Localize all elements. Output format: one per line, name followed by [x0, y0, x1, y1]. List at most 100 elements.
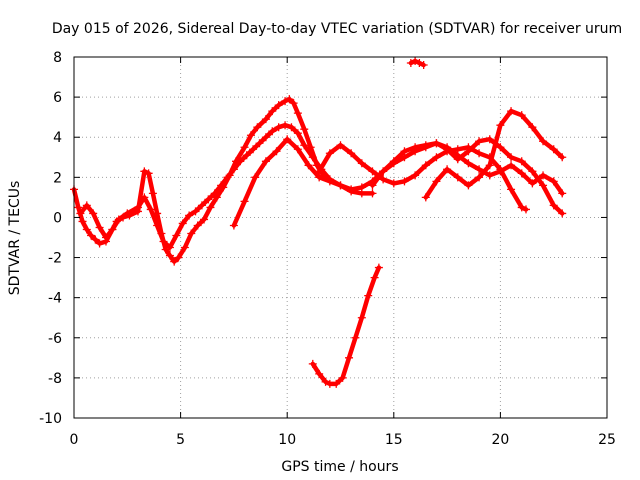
data-point-marker: [507, 107, 516, 116]
data-point-marker: [347, 149, 356, 158]
x-tick-label: 15: [385, 432, 403, 448]
y-tick-label: 6: [53, 90, 62, 106]
data-point-marker: [300, 125, 309, 134]
data-point-marker: [357, 313, 366, 322]
data-point-marker: [187, 229, 196, 238]
data-point-marker: [165, 243, 174, 252]
data-point-marker: [89, 209, 98, 218]
data-point-marker: [389, 157, 398, 166]
data-point-marker: [240, 197, 249, 206]
y-axis-tick-labels: -10 -8 -6 -4 -2 0 2 4 6 8: [39, 50, 62, 427]
data-point-marker: [368, 181, 377, 190]
data-point-marker: [304, 161, 313, 170]
data-point-marker: [308, 153, 317, 162]
data-point-marker: [507, 153, 516, 162]
data-point-marker: [364, 291, 373, 300]
data-point-marker: [464, 159, 473, 168]
plot-frame: [73, 56, 608, 419]
data-point-marker: [255, 139, 264, 148]
data-point-marker: [338, 373, 347, 382]
data-point-marker: [528, 179, 537, 188]
data-point-marker: [82, 225, 91, 234]
x-axis-label: GPS time / hours: [281, 459, 398, 475]
data-point-marker: [87, 231, 96, 240]
data-point-marker: [95, 239, 104, 248]
data-point-marker: [229, 221, 238, 230]
data-point-marker: [210, 189, 219, 198]
data-point-marker: [496, 121, 505, 130]
data-point-marker: [114, 215, 123, 224]
data-point-marker: [453, 173, 462, 182]
data-point-marker: [212, 193, 221, 202]
data-point-marker: [464, 147, 473, 156]
data-point-marker: [389, 179, 398, 188]
data-point-marker: [82, 201, 91, 210]
data-point-marker: [191, 207, 200, 216]
data-point-marker: [249, 145, 258, 154]
series-sat-track-6-markers: [421, 107, 567, 202]
data-point-marker: [558, 209, 567, 218]
data-point-marker: [236, 157, 245, 166]
data-point-marker: [432, 153, 441, 162]
y-tick-label: -2: [48, 251, 62, 267]
x-tick-label: 5: [176, 432, 185, 448]
series-sat-track-2-markers: [76, 121, 377, 252]
data-point-marker: [443, 145, 452, 154]
data-point-marker: [549, 201, 558, 210]
data-point-marker: [357, 159, 366, 168]
data-point-marker: [528, 123, 537, 132]
data-point-marker: [475, 137, 484, 146]
data-point-marker: [240, 143, 249, 152]
data-point-marker: [308, 359, 317, 368]
data-point-marker: [347, 185, 356, 194]
data-point-marker: [281, 97, 290, 106]
chart-title: Day 015 of 2026, Sidereal Day-to-day VTE…: [52, 21, 622, 37]
data-point-marker: [421, 161, 430, 170]
data-point-marker: [91, 235, 100, 244]
data-point-marker: [517, 157, 526, 166]
data-point-marker: [76, 209, 85, 218]
series-sat-track-1-markers: [70, 95, 334, 266]
data-point-marker: [368, 167, 377, 176]
y-tick-label: -10: [39, 411, 62, 427]
data-point-marker: [204, 195, 213, 204]
data-point-marker: [272, 147, 281, 156]
data-point-marker: [475, 173, 484, 182]
data-point-marker: [261, 157, 270, 166]
y-tick-label: -6: [48, 331, 62, 347]
data-point-marker: [411, 57, 420, 66]
data-point-marker: [172, 231, 181, 240]
data-point-marker: [108, 225, 117, 234]
data-point-marker: [517, 111, 526, 120]
data-point-marker: [170, 257, 179, 266]
data-point-marker: [374, 263, 383, 272]
data-point-marker: [496, 143, 505, 152]
y-tick-label: 8: [53, 50, 62, 66]
series-sat-track-4-markers: [315, 141, 530, 214]
x-tick-label: 0: [70, 432, 79, 448]
series-sat-track-5-markers: [368, 135, 567, 218]
data-point-marker: [293, 145, 302, 154]
data-point-marker: [229, 165, 238, 174]
data-point-marker: [193, 221, 202, 230]
data-point-marker: [268, 107, 277, 116]
data-point-marker: [293, 109, 302, 118]
series-sat-track-3: [231, 136, 565, 228]
data-point-marker: [558, 153, 567, 162]
data-point-marker: [453, 145, 462, 154]
data-point-marker: [285, 95, 294, 104]
series-sat-track-5: [370, 136, 565, 216]
data-point-marker: [496, 165, 505, 174]
data-point-marker: [78, 217, 87, 226]
data-point-marker: [246, 131, 255, 140]
data-series: [70, 57, 567, 388]
data-point-marker: [432, 177, 441, 186]
data-point-marker: [274, 123, 283, 132]
data-point-marker: [539, 171, 548, 180]
data-point-marker: [315, 369, 324, 378]
data-point-marker: [315, 167, 324, 176]
data-point-marker: [261, 115, 270, 124]
data-point-marker: [521, 205, 530, 214]
data-point-marker: [332, 379, 341, 388]
